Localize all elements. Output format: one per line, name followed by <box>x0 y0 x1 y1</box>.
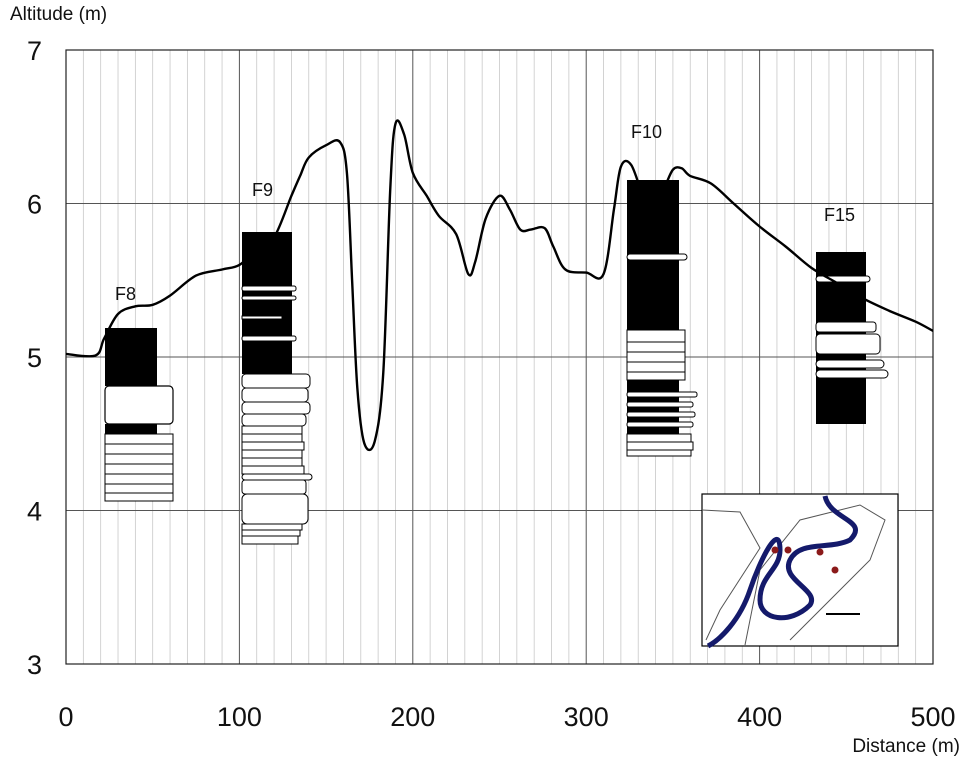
log-column-f9 <box>241 232 313 545</box>
label-f10: F10 <box>631 122 662 142</box>
log-column-f10 <box>626 180 698 457</box>
y-tick-label: 5 <box>27 343 42 373</box>
y-tick-label: 7 <box>27 36 42 66</box>
y-tick-label: 6 <box>27 190 42 220</box>
altitude-profile-line <box>66 119 933 452</box>
x-tick-label: 300 <box>564 702 609 732</box>
label-f15: F15 <box>824 205 855 225</box>
y-axis-title: Altitude (m) <box>10 4 107 25</box>
x-tick-label: 500 <box>910 702 955 732</box>
label-f9: F9 <box>252 180 273 200</box>
x-tick-label: 400 <box>737 702 782 732</box>
x-tick-label: 200 <box>390 702 435 732</box>
y-tick-label: 3 <box>27 650 42 680</box>
y-tick-labels: 3 4 5 6 7 <box>27 36 42 680</box>
x-axis-title: Distance (m) <box>852 736 960 757</box>
x-tick-labels: 0 100 200 300 400 500 <box>58 702 955 732</box>
log-column-f15 <box>815 252 889 424</box>
y-tick-label: 4 <box>27 497 42 527</box>
x-tick-label: 0 <box>58 702 73 732</box>
log-column-f8 <box>104 328 174 502</box>
x-tick-label: 100 <box>217 702 262 732</box>
label-f8: F8 <box>115 284 136 304</box>
plot-frame <box>65 49 934 665</box>
major-gridlines <box>66 50 933 664</box>
inset-map <box>701 493 899 649</box>
